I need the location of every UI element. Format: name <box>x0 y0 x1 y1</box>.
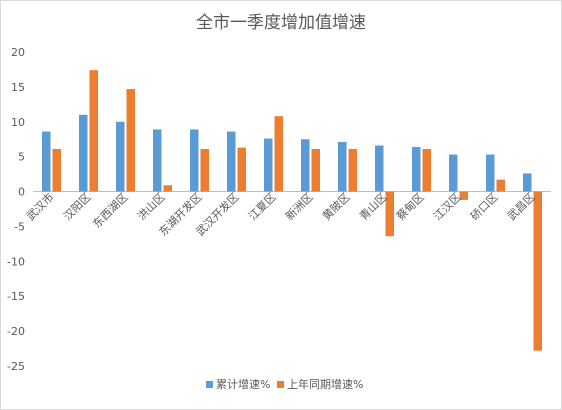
bar-last-year-9 <box>385 191 394 237</box>
x-tick-label: 江夏区 <box>246 190 279 223</box>
bars-group <box>42 70 542 351</box>
x-tick-label: 青山区 <box>357 190 390 223</box>
bar-cumulative-10 <box>412 146 421 192</box>
x-tick-label: 武昌区 <box>505 190 538 223</box>
x-tick-label: 硚口区 <box>468 190 501 223</box>
bar-last-year-13 <box>533 191 542 351</box>
bar-cumulative-13 <box>523 173 532 192</box>
x-tick-label: 汉阳区 <box>61 190 94 223</box>
bar-last-year-10 <box>422 148 431 192</box>
bar-cumulative-7 <box>301 139 310 192</box>
x-tick-label: 洪山区 <box>134 190 167 223</box>
bar-cumulative-2 <box>116 121 125 192</box>
y-tick-label: -5 <box>14 220 25 233</box>
bar-cumulative-4 <box>190 129 199 192</box>
bar-last-year-5 <box>237 147 246 192</box>
y-tick-label: 10 <box>11 116 25 129</box>
x-tick-label: 黄陂区 <box>319 190 352 223</box>
legend-swatch-last-year <box>277 381 284 388</box>
x-tick-label: 武汉市 <box>23 190 56 223</box>
bar-last-year-0 <box>52 148 61 192</box>
legend-swatch-cumulative <box>206 381 213 388</box>
bar-last-year-11 <box>459 191 468 200</box>
bar-last-year-1 <box>89 70 98 192</box>
bar-cumulative-5 <box>227 131 236 192</box>
bar-cumulative-3 <box>153 129 162 192</box>
legend-label-cumulative: 累计增速% <box>216 377 270 391</box>
bar-last-year-8 <box>348 148 357 192</box>
y-tick-label: -20 <box>7 325 25 338</box>
y-tick-label: 15 <box>11 81 25 94</box>
bar-cumulative-9 <box>375 145 384 192</box>
bar-cumulative-8 <box>338 142 347 192</box>
bar-cumulative-12 <box>486 154 495 192</box>
x-tick-label: 新洲区 <box>282 190 315 223</box>
bar-last-year-6 <box>274 116 283 192</box>
x-tick-label: 江汉区 <box>431 190 464 223</box>
bar-cumulative-1 <box>79 114 88 192</box>
x-tick-label: 东西湖区 <box>90 190 130 230</box>
y-tick-label: 5 <box>18 151 25 164</box>
bar-last-year-2 <box>126 88 135 192</box>
y-tick-label: -10 <box>7 255 25 268</box>
y-tick-label: -25 <box>7 360 25 373</box>
bar-last-year-12 <box>496 179 505 192</box>
bar-last-year-3 <box>163 185 172 192</box>
bar-cumulative-6 <box>264 138 273 192</box>
bar-cumulative-0 <box>42 131 51 192</box>
bar-last-year-4 <box>200 148 209 192</box>
legend: 累计增速% 上年同期增速% <box>206 377 363 391</box>
legend-label-last-year: 上年同期增速% <box>287 377 363 391</box>
y-axis: 20 15 10 5 0 -5 -10 -15 -20 -25 <box>7 46 25 373</box>
y-tick-label: 20 <box>11 46 25 59</box>
y-tick-label: 0 <box>18 186 25 199</box>
y-tick-label: -15 <box>7 290 25 303</box>
bar-cumulative-11 <box>449 154 458 192</box>
bar-last-year-7 <box>311 148 320 192</box>
chart-title: 全市一季度增加值增速 <box>196 13 366 33</box>
x-tick-label: 蔡甸区 <box>394 190 427 223</box>
